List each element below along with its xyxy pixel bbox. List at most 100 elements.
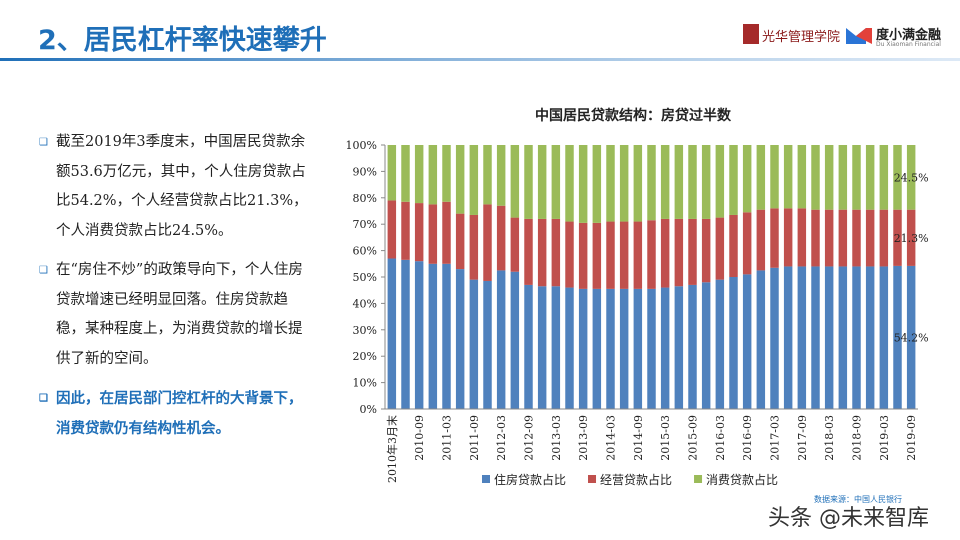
bar-segment (442, 263, 451, 409)
bar-segment (442, 201, 451, 264)
bar-segment (469, 279, 479, 409)
x-tick-label: 2012-09 (523, 415, 536, 461)
source-note: 数据来源：中国人民银行 (814, 495, 902, 504)
bar-segment (524, 284, 533, 409)
x-tick-label: 2018-03 (823, 415, 836, 461)
bar-segment (565, 287, 574, 409)
bar-segment (606, 288, 615, 409)
header-decoration (0, 24, 960, 61)
bar-segment (865, 145, 875, 210)
bar-segment (893, 265, 902, 409)
bar-segment (633, 221, 643, 289)
bar-segment (537, 218, 547, 287)
bar-segment (729, 277, 738, 409)
bar-segment (633, 145, 643, 222)
bar-segment (483, 145, 492, 205)
school-icon (743, 24, 759, 44)
company-logo: 度小满金融 (876, 28, 942, 43)
bar-segment (783, 266, 793, 409)
bar-segment (578, 222, 588, 289)
y-tick-label: 20% (353, 350, 377, 363)
bar-segment (701, 145, 711, 219)
y-tick-label: 70% (353, 218, 377, 231)
bar-segment (606, 221, 615, 289)
bar-segment (469, 145, 479, 215)
legend-swatch (694, 475, 703, 483)
bar-segment (729, 214, 738, 277)
bar-segment (879, 266, 889, 409)
bar-segment (619, 145, 629, 222)
bar-segment (797, 145, 807, 209)
x-tick-label: 2013-09 (577, 415, 590, 461)
header-line (0, 58, 960, 61)
y-tick-label: 80% (353, 192, 377, 205)
bar-segment (688, 145, 697, 219)
bar-segment (852, 145, 861, 210)
bar-segment (756, 270, 766, 409)
x-tick-label: 2017-09 (796, 415, 809, 461)
bar-segment (565, 145, 574, 222)
bar-segment (647, 288, 656, 409)
bar-segment (483, 204, 492, 281)
legend-swatch (482, 475, 490, 483)
bar-segment (770, 267, 779, 409)
bar-segment (428, 204, 438, 264)
bar-segment (783, 208, 793, 267)
x-tick-label: 2016-03 (714, 415, 727, 461)
bar-segment (865, 209, 875, 267)
bar-segment (701, 218, 711, 283)
x-tick-label: 2012-03 (495, 415, 508, 461)
y-tick-label: 40% (353, 297, 377, 310)
y-tick-label: 30% (353, 324, 377, 337)
legend-label: 住房贷款占比 (494, 472, 566, 487)
bar-segment (592, 288, 602, 409)
bar-segment (865, 266, 875, 409)
bar-segment (455, 145, 465, 214)
bar-segment (729, 145, 738, 215)
bar-segment (455, 269, 465, 409)
bar-segment (906, 145, 916, 210)
bar-segment (674, 145, 684, 219)
bar-segment (401, 201, 410, 260)
bar-segment (414, 203, 424, 262)
y-tick-label: 60% (353, 245, 377, 258)
x-tick-label: 2017-03 (769, 415, 782, 461)
bar-segment (660, 218, 670, 288)
data-label: 21.3% (894, 232, 929, 245)
bar-segment (469, 214, 479, 280)
company-icon-red (856, 28, 872, 44)
bar-segment (838, 266, 848, 409)
x-tick-label: 2019-09 (905, 415, 918, 461)
bar-segment (797, 208, 807, 267)
bar-segment (783, 145, 793, 209)
x-tick-label: 2010-09 (413, 415, 426, 461)
bar-segment (756, 209, 766, 271)
bar-segment (811, 266, 820, 409)
x-tick-label: 2011-03 (441, 415, 454, 461)
x-tick-label: 2014-03 (605, 415, 618, 461)
x-tick-label: 2011-09 (468, 415, 481, 461)
bar-segment (401, 145, 410, 202)
bar-segment (619, 288, 629, 409)
bar-segment (455, 213, 465, 270)
legend-label: 经营贷款占比 (600, 472, 672, 487)
bar-segment (647, 220, 656, 289)
bar-segment (811, 209, 820, 267)
bar-segment (496, 205, 506, 271)
bar-segment (852, 209, 861, 267)
y-tick-label: 0% (360, 403, 377, 416)
x-tick-label: 2013-03 (550, 415, 563, 461)
bar-segment (524, 145, 533, 219)
bar-segment (770, 208, 779, 268)
x-tick-label: 2016-09 (741, 415, 754, 461)
bar-segment (551, 145, 561, 219)
bar-segment (428, 263, 438, 409)
bar-segment (660, 287, 670, 409)
bar-segment (756, 145, 766, 210)
bar-segment (578, 288, 588, 409)
bar-segment (824, 209, 834, 267)
bar-segment (701, 282, 711, 409)
bar-segment (824, 266, 834, 409)
bar-segment (633, 288, 643, 409)
x-tick-label: 2014-09 (632, 415, 645, 461)
